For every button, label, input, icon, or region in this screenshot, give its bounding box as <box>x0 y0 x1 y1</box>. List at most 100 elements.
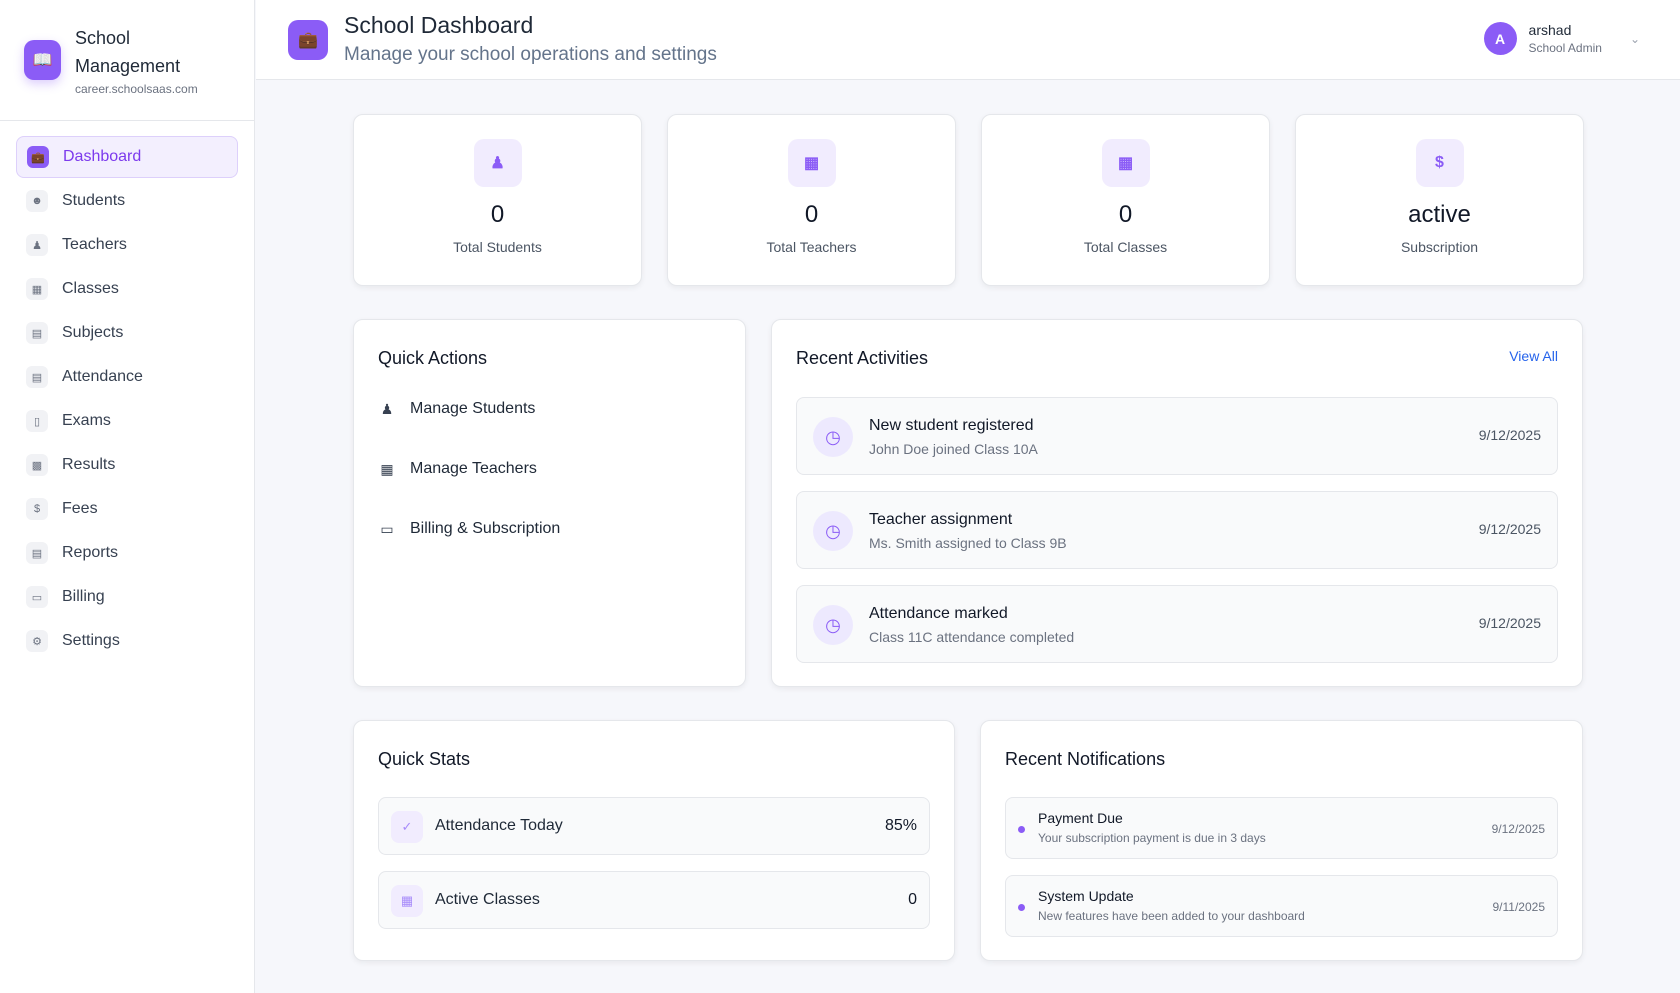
gear-icon: ⚙ <box>26 630 48 652</box>
unread-dot-icon <box>1018 904 1025 911</box>
sidebar-item-teachers[interactable]: ♟ Teachers <box>16 224 238 266</box>
avatar: A <box>1483 22 1517 55</box>
quick-stat-label: Attendance Today <box>435 817 563 834</box>
clock-icon: ◷ <box>813 417 853 457</box>
stat-label: Total Students <box>453 239 542 255</box>
quick-stats-card: Quick Stats ✓ Attendance Today 85% ▦ Active … <box>353 720 955 961</box>
view-all-link[interactable]: View All <box>1509 348 1558 364</box>
dollar-icon: $ <box>1415 139 1464 187</box>
brand-title: School Management <box>75 28 181 76</box>
sidebar-item-label: Fees <box>62 500 98 517</box>
sidebar-item-subjects[interactable]: ▤ Subjects <box>16 312 238 354</box>
sidebar-item-label: Subjects <box>62 324 124 341</box>
activity-date: 9/12/2025 <box>1478 615 1541 631</box>
quick-stat-item: ✓ Attendance Today 85% <box>378 797 930 855</box>
user-icon: ♟ <box>473 139 522 187</box>
sidebar-item-label: Exams <box>62 412 111 429</box>
sidebar-item-exams[interactable]: ▯ Exams <box>16 400 238 442</box>
quick-action-1[interactable]: ▦ Manage Teachers <box>378 460 537 478</box>
sidebar-item-settings[interactable]: ⚙ Settings <box>16 620 238 662</box>
user-icon: ♟ <box>380 400 394 417</box>
page-subtitle: Manage your school operations and settin… <box>344 44 717 65</box>
recent-activities-title: Recent Activities <box>796 348 929 368</box>
stat-card-total-classes: ▦ 0 Total Classes <box>981 114 1270 286</box>
quick-stat-label: Active Classes <box>435 891 540 908</box>
page-title: School Dashboard <box>344 12 534 38</box>
activity-desc: Class 11C attendance completed <box>869 629 1075 645</box>
check-circle-icon: ✓ <box>391 811 423 843</box>
book-icon: 📖 <box>24 40 61 80</box>
quick-action-2[interactable]: ▭ Billing & Subscription <box>378 520 560 538</box>
clock-icon: ◷ <box>813 605 853 645</box>
students-icon: ☻ <box>26 190 48 212</box>
stat-label: Total Teachers <box>766 239 857 255</box>
sidebar-item-fees[interactable]: $ Fees <box>16 488 238 530</box>
quick-stat-value: 0 <box>908 891 917 908</box>
stat-card-total-teachers: ▦ 0 Total Teachers <box>667 114 956 286</box>
briefcase-icon: 💼 <box>27 146 49 168</box>
quick-stat-item: ▦ Active Classes 0 <box>378 871 930 929</box>
brand-subtitle: career.schoolsaas.com <box>75 82 198 96</box>
sidebar-item-label: Reports <box>62 544 119 561</box>
sidebar-item-label: Billing <box>62 588 105 605</box>
activity-item[interactable]: ◷ New student registered John Doe joined C… <box>796 397 1558 475</box>
quick-stats-title: Quick Stats <box>378 749 471 769</box>
notification-title: System Update <box>1038 888 1134 904</box>
stat-value: 0 <box>1118 201 1133 228</box>
building-icon: ▦ <box>26 278 48 300</box>
recent-activities-card: Recent Activities View All ◷ New student … <box>771 319 1583 687</box>
activity-date: 9/12/2025 <box>1478 521 1541 537</box>
stat-value: 0 <box>804 201 819 228</box>
quick-action-label: Manage Teachers <box>410 460 537 477</box>
quick-action-0[interactable]: ♟ Manage Students <box>378 400 536 418</box>
clipboard-icon: ▯ <box>26 410 48 432</box>
sidebar-item-label: Results <box>62 456 116 473</box>
sidebar-item-label: Students <box>62 192 126 209</box>
building-icon: ▦ <box>1101 139 1150 187</box>
briefcase-icon: 💼 <box>288 20 328 60</box>
user-menu[interactable]: A arshad School Admin ⌄ <box>1483 22 1640 55</box>
dollar-icon: $ <box>26 498 48 520</box>
quick-action-label: Billing & Subscription <box>410 520 561 537</box>
activity-title: New student registered <box>869 417 1034 434</box>
building-icon: ▦ <box>391 885 423 917</box>
notification-date: 9/11/2025 <box>1492 900 1546 914</box>
sidebar-item-label: Classes <box>62 280 119 297</box>
user-name: arshad <box>1528 22 1572 38</box>
quick-action-label: Manage Students <box>410 400 536 417</box>
document-icon: ▤ <box>26 366 48 388</box>
stat-card-subscription: $ active Subscription <box>1295 114 1584 286</box>
notification-item[interactable]: System Update New features have been adde… <box>1005 875 1558 937</box>
sidebar-item-attendance[interactable]: ▤ Attendance <box>16 356 238 398</box>
book-icon: ▤ <box>26 322 48 344</box>
stat-label: Subscription <box>1400 239 1479 255</box>
sidebar-item-dashboard[interactable]: 💼 Dashboard <box>16 136 238 178</box>
sidebar-item-students[interactable]: ☻ Students <box>16 180 238 222</box>
bar-chart-icon: ▩ <box>26 454 48 476</box>
quick-stat-value: 85% <box>884 817 917 834</box>
quick-actions-title: Quick Actions <box>378 348 488 368</box>
credit-card-icon: ▭ <box>26 586 48 608</box>
sidebar-item-reports[interactable]: ▤ Reports <box>16 532 238 574</box>
building-icon: ▦ <box>787 139 836 187</box>
report-icon: ▤ <box>26 542 48 564</box>
activity-item[interactable]: ◷ Attendance marked Class 11C attendance c… <box>796 585 1558 663</box>
notification-item[interactable]: Payment Due Your subscription payment is … <box>1005 797 1558 859</box>
notification-date: 9/12/2025 <box>1491 822 1545 836</box>
stat-value: active <box>1408 201 1471 228</box>
activity-desc: John Doe joined Class 10A <box>869 441 1038 457</box>
stat-label: Total Classes <box>1083 239 1168 255</box>
building-icon: ▦ <box>380 460 394 477</box>
sidebar: 📖 School Management career.schoolsaas.co… <box>0 0 255 993</box>
sidebar-item-label: Dashboard <box>63 148 142 165</box>
sidebar-item-classes[interactable]: ▦ Classes <box>16 268 238 310</box>
sidebar-item-results[interactable]: ▩ Results <box>16 444 238 486</box>
chevron-down-icon[interactable]: ⌄ <box>1629 31 1640 46</box>
activity-title: Teacher assignment <box>869 511 1013 528</box>
credit-card-icon: ▭ <box>380 520 394 537</box>
sidebar-item-billing[interactable]: ▭ Billing <box>16 576 238 618</box>
stat-card-total-students: ♟ 0 Total Students <box>353 114 642 286</box>
sidebar-item-label: Teachers <box>62 236 127 253</box>
activity-item[interactable]: ◷ Teacher assignment Ms. Smith assigned to… <box>796 491 1558 569</box>
header: 💼 School Dashboard Manage your school op… <box>256 0 1680 80</box>
